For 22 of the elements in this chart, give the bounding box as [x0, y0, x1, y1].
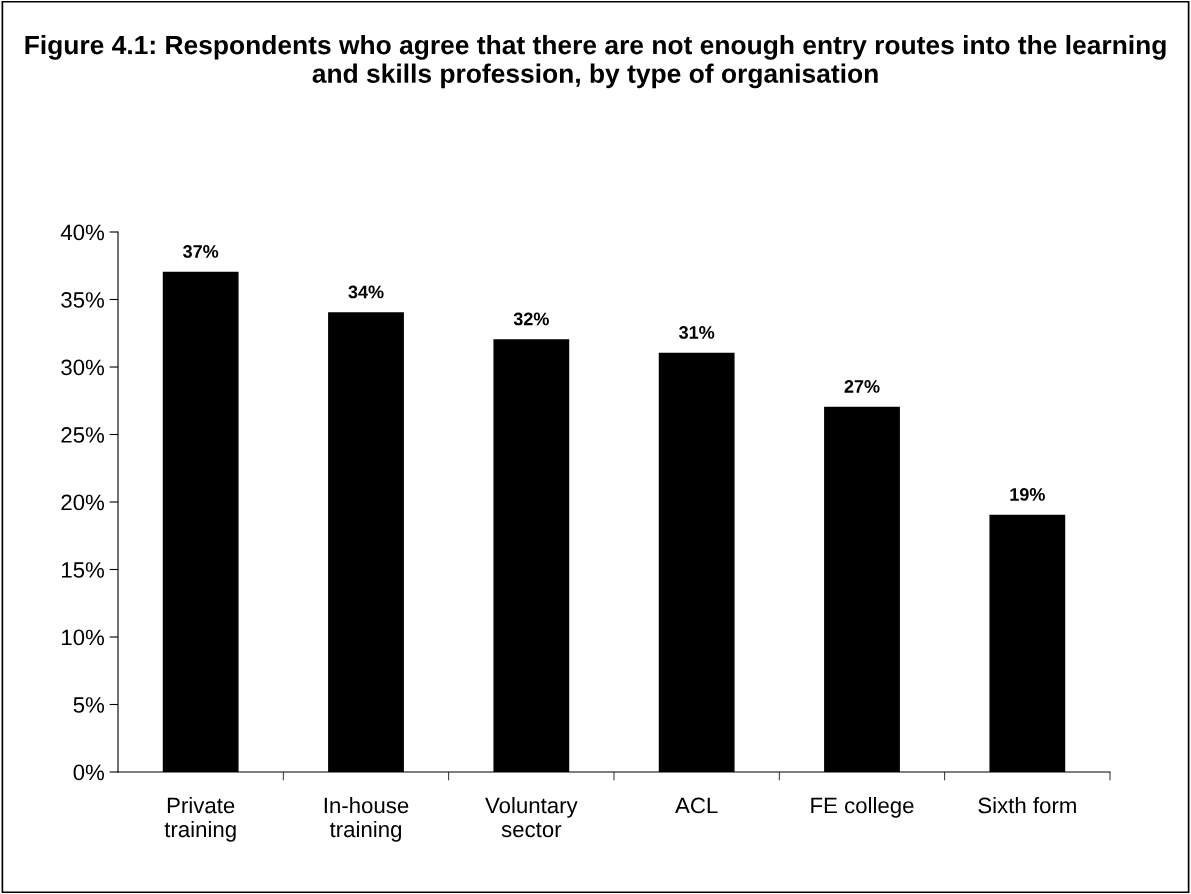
y-tick-label: 15% — [62, 562, 105, 578]
y-tick-label: 10% — [62, 629, 105, 646]
data-label: 31% — [679, 326, 715, 339]
data-label: 37% — [183, 245, 219, 258]
data-label: 34% — [348, 285, 384, 299]
x-tick-label: Sixth form — [978, 797, 1076, 814]
x-tick-label: ACL — [675, 797, 718, 814]
x-tick-label: Private training — [164, 797, 236, 842]
y-tick-label: 30% — [61, 359, 105, 376]
data-label: 32% — [513, 312, 549, 326]
y-tick-label: 35% — [61, 292, 105, 308]
y-tick-label: 40% — [60, 224, 105, 241]
x-tick-label: In-house training — [324, 797, 409, 842]
data-label: 19% — [1010, 488, 1045, 501]
y-tick-label: 5% — [73, 697, 105, 713]
x-tick-label: Voluntary sector — [485, 797, 578, 838]
y-tick-label: 25% — [61, 427, 105, 443]
chart-title: Figure 4.1: Respondents who agree that there are not enough entry routes into the learning and skills profession, by type of organisation — [25, 35, 1166, 89]
x-tick-label: FE college — [811, 797, 914, 818]
data-label: 27% — [844, 380, 880, 393]
y-tick-label: 20% — [61, 494, 105, 511]
y-tick-label: 0% — [73, 764, 105, 781]
